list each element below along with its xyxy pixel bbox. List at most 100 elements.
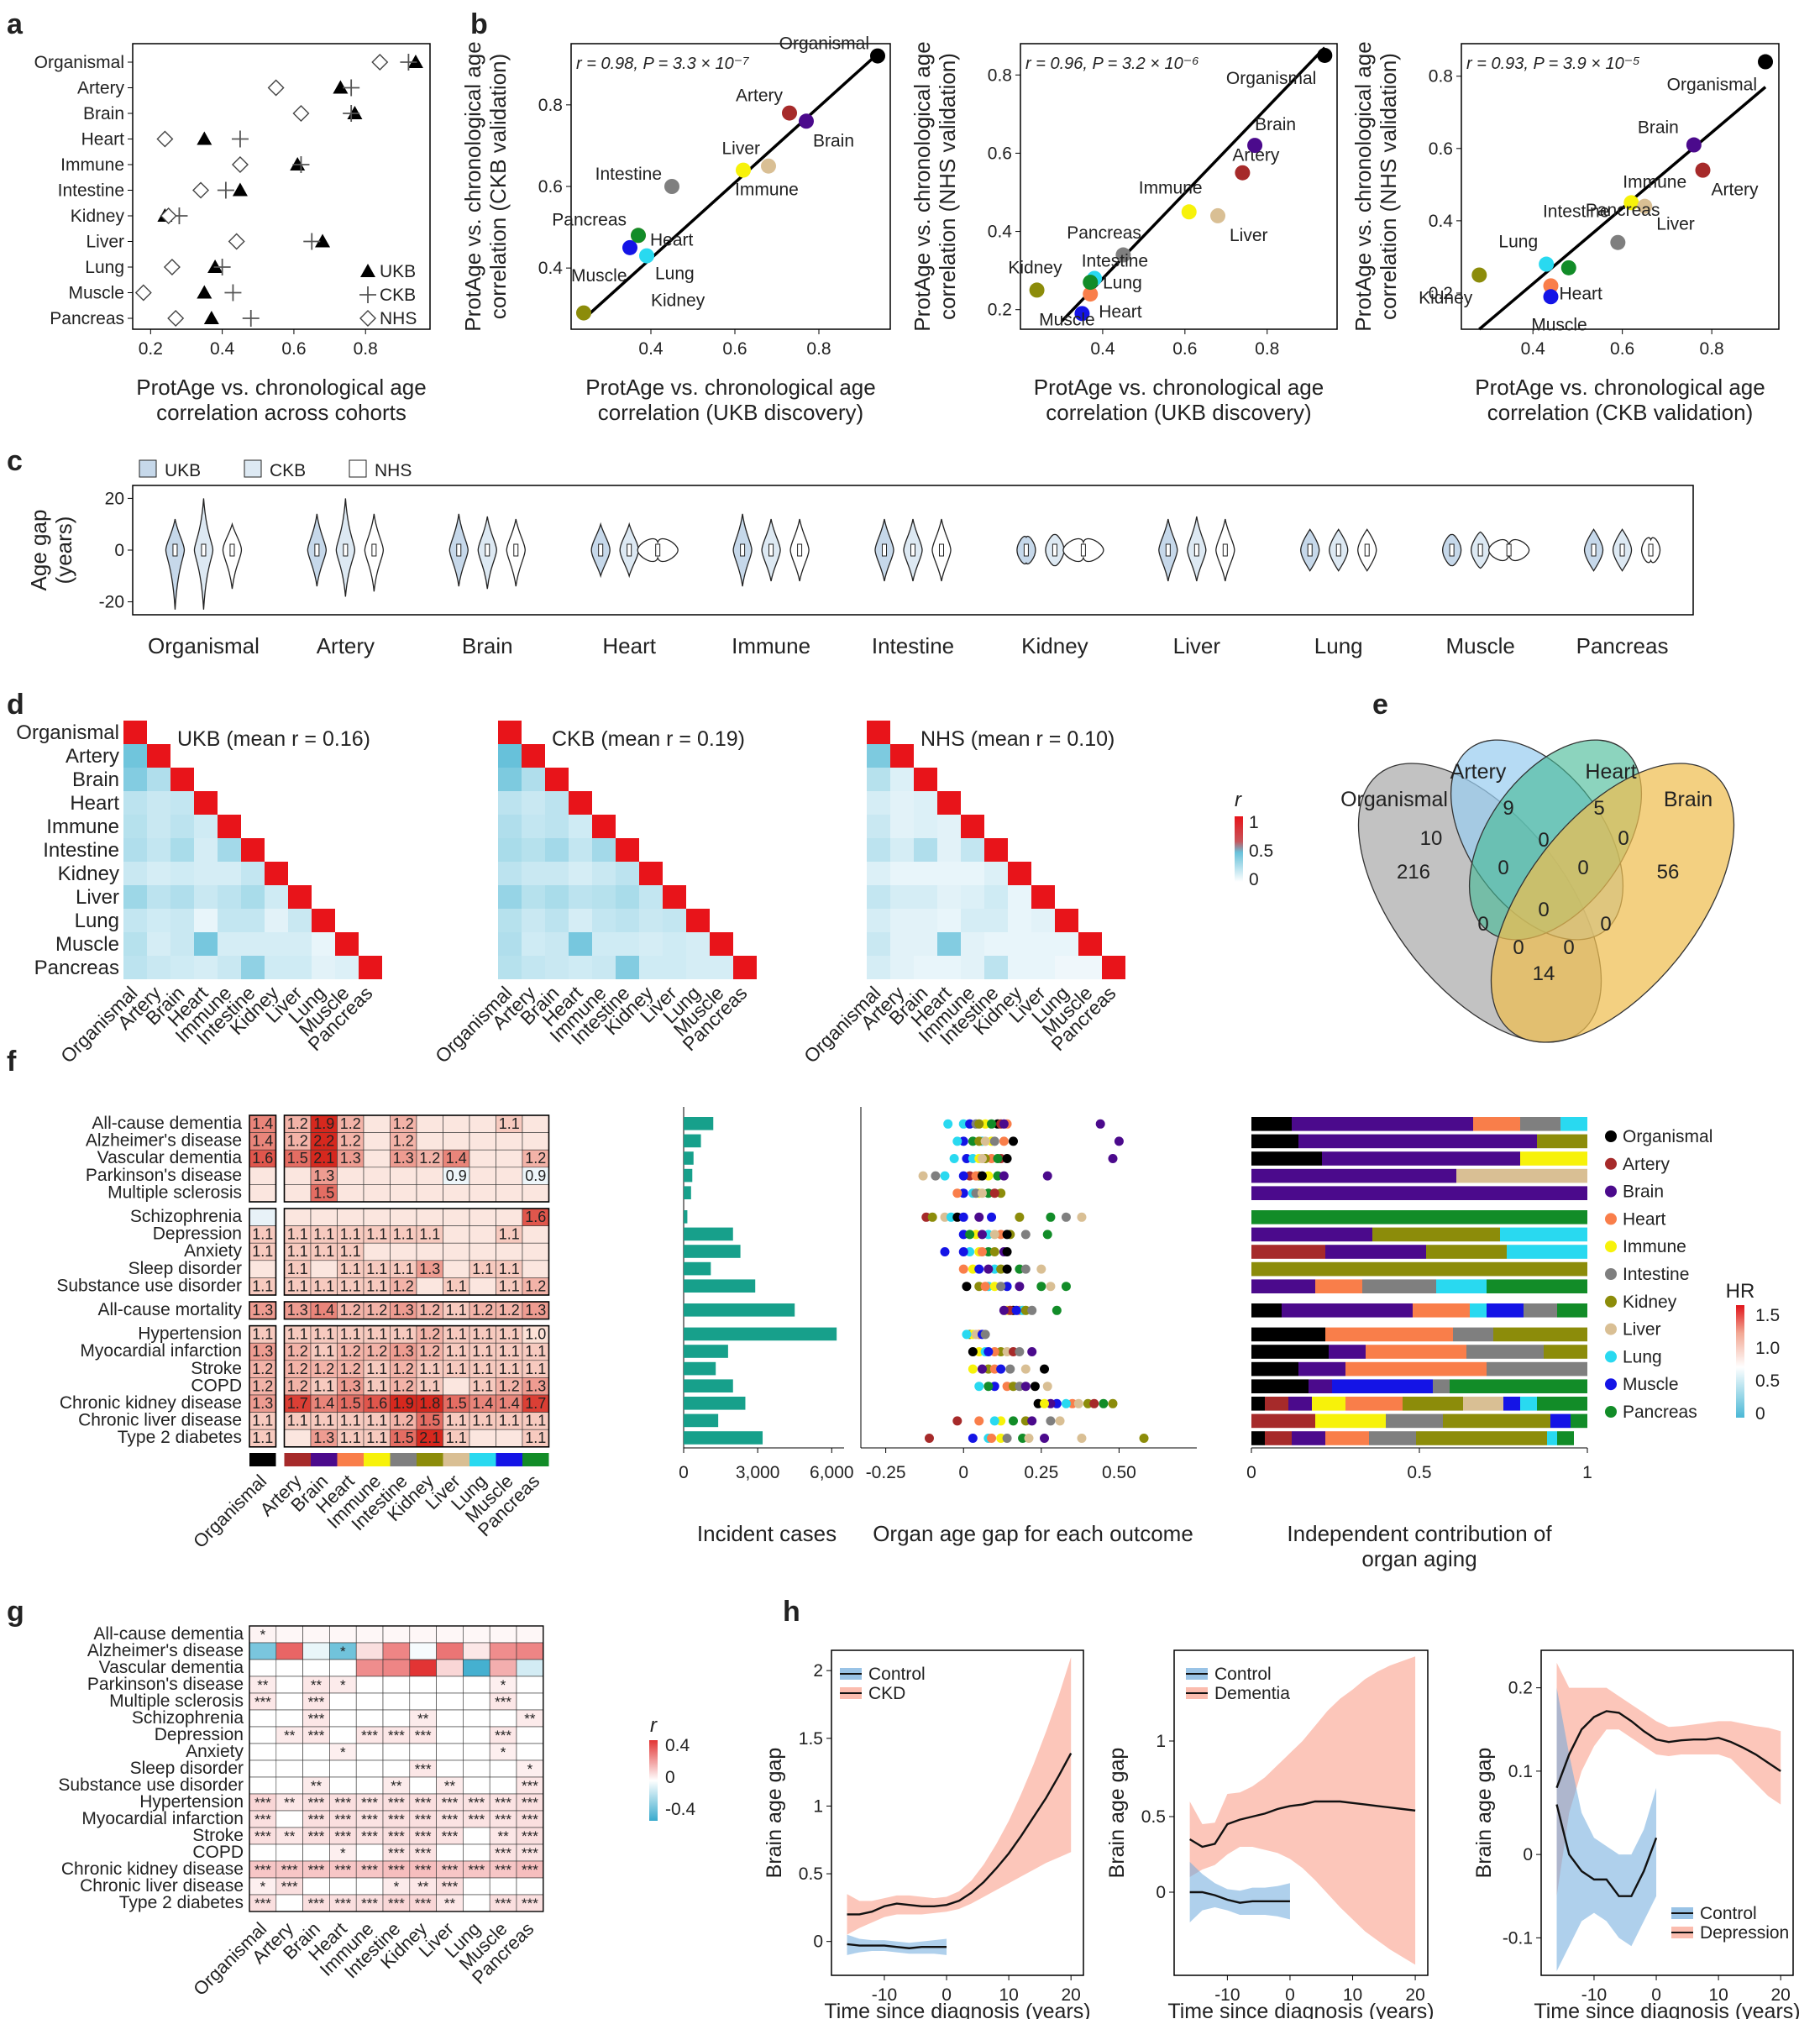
outcome-label: Multiple sclerosis bbox=[108, 1183, 242, 1202]
outcome-dot bbox=[949, 1154, 959, 1163]
heatmap-cell bbox=[914, 838, 937, 862]
outcome-dot bbox=[1002, 1230, 1012, 1240]
x-tick-label: 0.6 bbox=[1610, 339, 1634, 359]
category-label: Immune bbox=[60, 155, 124, 175]
hr-value: 1.1 bbox=[366, 1226, 387, 1243]
heatmap-cell bbox=[961, 838, 984, 862]
correlation-cell bbox=[329, 1776, 357, 1795]
hr-value: 1.2 bbox=[419, 1343, 440, 1360]
correlation-cell bbox=[489, 1642, 517, 1660]
hr-value: 1.2 bbox=[419, 1150, 440, 1167]
x-tick-label: 3,000 bbox=[736, 1463, 780, 1482]
significance-stars: ** bbox=[284, 1795, 296, 1811]
heatmap-cell bbox=[639, 909, 663, 932]
significance-stars: *** bbox=[254, 1795, 271, 1811]
contribution-segment bbox=[1345, 1361, 1487, 1377]
control-line bbox=[1189, 1891, 1290, 1904]
incident-bar bbox=[684, 1303, 795, 1317]
point-label: Muscle bbox=[571, 266, 627, 286]
hr-value: 1.3 bbox=[340, 1150, 361, 1167]
heatmap-cell bbox=[592, 956, 616, 979]
violin-box bbox=[740, 543, 746, 557]
ckb-marker bbox=[224, 284, 242, 302]
heatmap-cell bbox=[639, 956, 663, 979]
outcome-dot bbox=[1042, 1171, 1052, 1181]
significance-stars: *** bbox=[334, 1812, 351, 1828]
hr-value: 1.1 bbox=[287, 1226, 308, 1243]
hr-value: 1.6 bbox=[252, 1150, 273, 1167]
contribution-segment bbox=[1520, 1117, 1560, 1131]
point-label: Intestine bbox=[1082, 252, 1148, 271]
y-tick-label: 0.4 bbox=[1429, 212, 1454, 231]
hr-value: 1.1 bbox=[525, 1361, 546, 1377]
correlation-cell bbox=[329, 1759, 357, 1778]
ckb-marker bbox=[343, 79, 360, 97]
heatmap-cell bbox=[498, 932, 522, 956]
contribution-segment bbox=[1487, 1303, 1524, 1318]
hr-value: 0.9 bbox=[525, 1167, 546, 1184]
heatmap-cell bbox=[522, 815, 545, 838]
contribution-segment bbox=[1251, 1227, 1372, 1242]
hr-value: 1.5 bbox=[446, 1395, 467, 1412]
category-label: Heart bbox=[602, 633, 656, 658]
point-pancreas bbox=[631, 228, 646, 244]
outcome-dot bbox=[999, 1171, 1009, 1181]
hr-value: 1.7 bbox=[287, 1395, 308, 1412]
row-label: Pancreas bbox=[34, 957, 119, 979]
heatmap-cell bbox=[937, 838, 961, 862]
correlation-cell bbox=[436, 1659, 464, 1677]
correlation-cell bbox=[355, 1743, 384, 1761]
hr-block-frame bbox=[283, 1324, 550, 1448]
heatmap-cell bbox=[170, 768, 194, 791]
x-axis-label: correlation (UKB discovery) bbox=[598, 400, 863, 425]
nhs-marker bbox=[231, 156, 249, 173]
hr-value: 1.1 bbox=[252, 1226, 273, 1243]
heatmap-cell bbox=[914, 768, 937, 791]
hr-value: 1.4 bbox=[313, 1302, 334, 1319]
outcome-dot bbox=[987, 1212, 997, 1222]
outcome-label: All-cause dementia bbox=[93, 1624, 244, 1644]
contribution-segment bbox=[1251, 1361, 1298, 1377]
x-axis-label: correlation (UKB discovery) bbox=[1046, 400, 1311, 425]
hr-cell bbox=[443, 1242, 470, 1261]
heatmap-cell bbox=[686, 932, 710, 956]
correlation-cell bbox=[355, 1776, 384, 1795]
hr-cell bbox=[363, 1132, 391, 1151]
heatmap-cell bbox=[170, 909, 194, 932]
nhs-marker bbox=[156, 130, 174, 148]
hr-cell bbox=[416, 1132, 443, 1151]
point-pancreas bbox=[1560, 260, 1576, 275]
colorbar-tick: 0.5 bbox=[1755, 1371, 1780, 1391]
y-axis-label: correlation (NHS validation) bbox=[1376, 53, 1401, 320]
significance-stars: *** bbox=[388, 1896, 405, 1911]
violin-box bbox=[343, 543, 349, 557]
significance-stars: *** bbox=[522, 1812, 538, 1828]
significance-stars: * bbox=[501, 1744, 506, 1760]
stat-annotation: r = 0.96, P = 3.2 × 10⁻⁶ bbox=[1025, 55, 1199, 73]
hr-cell bbox=[469, 1277, 496, 1296]
x-tick-label: 0.2 bbox=[139, 339, 163, 359]
legend-swatch bbox=[349, 459, 367, 478]
violin-box bbox=[627, 543, 632, 557]
stat-annotation: r = 0.98, P = 3.3 × 10⁻⁷ bbox=[576, 55, 749, 73]
significance-stars: *** bbox=[334, 1795, 351, 1811]
hr-cell bbox=[469, 1225, 496, 1244]
significance-stars: *** bbox=[415, 1761, 432, 1777]
point-muscle bbox=[622, 239, 637, 255]
x-axis-label: correlation across cohorts bbox=[156, 400, 406, 425]
heatmap-cell bbox=[867, 956, 890, 979]
outcome-dot bbox=[977, 1247, 987, 1256]
correlation-cell bbox=[489, 1659, 517, 1677]
legend-label: NHS bbox=[380, 309, 417, 328]
outcome-dot bbox=[1036, 1282, 1046, 1292]
heatmap-cell bbox=[194, 956, 218, 979]
contribution-segment bbox=[1436, 1279, 1487, 1293]
heatmap-cell bbox=[170, 956, 194, 979]
heatmap-cell bbox=[335, 932, 359, 956]
hr-block-frame bbox=[249, 1208, 277, 1296]
hr-value: 1.1 bbox=[252, 1429, 273, 1446]
outcome-dot bbox=[974, 1416, 984, 1426]
legend-dot bbox=[1605, 1157, 1617, 1170]
outcome-label: Chronic liver disease bbox=[80, 1876, 244, 1896]
outcome-dot bbox=[1040, 1434, 1050, 1443]
